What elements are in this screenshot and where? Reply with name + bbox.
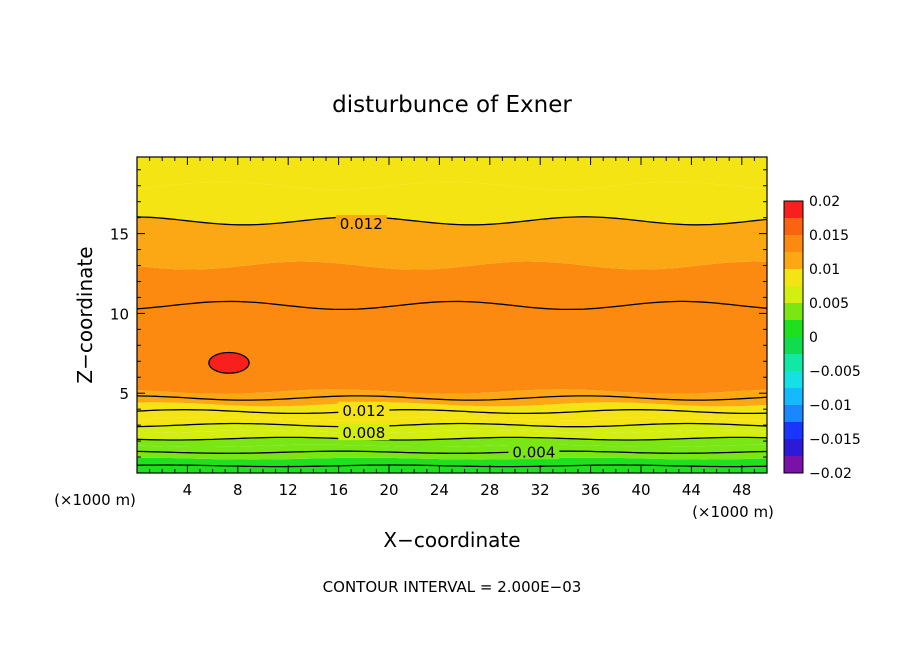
colorbar-swatch [784,252,803,269]
chart-title: disturbunce of Exner [332,92,572,118]
contour-band [137,261,767,310]
colorbar-swatch [784,439,803,456]
contour-line [136,300,768,311]
colorbar-swatch [784,354,803,371]
colorbar-swatch [784,422,803,439]
contour-label-bg [335,215,387,232]
y-tick-labels: 5 10 15 [110,226,129,404]
contour-label-bg [508,443,560,460]
filled-contour-bands [137,157,767,473]
contour-label: 0.004 [512,443,555,461]
colorbar-label: 0 [809,330,818,346]
contour-label-bg [338,401,390,418]
x-tick-label: 16 [329,481,348,499]
x-tick-label: 28 [480,481,499,499]
colorbar-label: 0.01 [809,262,840,278]
x-tick-label: 8 [233,481,243,499]
x-tick-label: 44 [682,481,701,499]
x-tick-label: 12 [279,481,298,499]
y-tick-label: 15 [110,226,129,244]
contour-band [137,437,767,447]
contour-label-bg [338,424,390,441]
colorbar-swatch [784,269,803,286]
contour-band [137,157,767,190]
x-unit-left: (×1000 m) [54,491,136,509]
x-axis-label: X−coordinate [383,528,520,552]
y-axis-label: Z−coordinate [73,246,97,383]
colorbar-swatch [784,388,803,405]
contour-band [137,451,767,460]
contour-band [137,402,767,414]
contour-band [137,389,767,401]
contour-line [136,395,768,401]
x-unit-right: (×1000 m) [692,503,774,521]
colorbar-swatch [784,320,803,337]
contour-line [136,216,768,226]
colorbar-label: −0.015 [809,432,861,448]
colorbar-label: −0.01 [809,398,852,414]
contour-line [136,422,768,428]
colorbar-label: −0.005 [809,364,861,380]
contour-lines [136,216,768,468]
contour-band [137,417,767,427]
contour-label: 0.012 [342,402,385,420]
contour-band [137,181,767,225]
contour-band [137,457,767,467]
contour-label: 0.008 [342,424,385,442]
x-tick-label: 4 [183,481,193,499]
contour-labels: 0.012 0.012 0.008 0.004 [335,215,560,461]
x-tick-label: 48 [732,481,751,499]
contour-band [137,301,767,394]
axis-ticks [137,157,767,473]
colorbar-swatch [784,371,803,388]
colorbar-labels: 0.02 0.015 0.01 0.005 0 −0.005 −0.01 −0.015 −0.0… [809,194,861,482]
colorbar-label: −0.02 [809,466,852,482]
colorbar-swatch [784,286,803,303]
colorbar-swatch [784,303,803,320]
contour-line [136,464,768,468]
y-tick-label: 10 [110,305,129,323]
contour-line [136,409,768,415]
colorbar-label: 0.005 [809,296,849,312]
colorbar-label: 0.015 [809,228,849,244]
plot-area: 0.012 0.012 0.008 0.004 [136,156,768,474]
colorbar-swatch [784,235,803,252]
colorbar-frame [783,200,804,474]
local-maximum-contour [208,351,250,374]
contour-band [137,216,767,270]
contour-band [137,423,767,433]
colorbar-swatch [784,337,803,354]
contour-band [137,430,767,440]
x-tick-labels: 4 8 12 16 20 24 28 32 36 40 44 48 [183,481,752,499]
colorbar-swatch [784,201,803,218]
colorbar [783,200,804,474]
colorbar-swatch [784,218,803,235]
y-tick-label: 5 [119,385,129,403]
x-tick-label: 36 [581,481,600,499]
x-tick-label: 32 [531,481,550,499]
contour-line [136,450,768,454]
colorbar-label: 0.02 [809,194,840,210]
contour-label: 0.012 [340,215,383,233]
x-tick-label: 40 [631,481,650,499]
contour-line [136,436,768,441]
colorbar-swatch [784,456,803,473]
contour-interval-note: CONTOUR INTERVAL = 2.000E−03 [323,578,582,596]
contour-band [137,444,767,454]
colorbar-swatch [784,405,803,422]
contour-band [137,409,767,421]
x-tick-label: 20 [379,481,398,499]
x-tick-label: 24 [430,481,449,499]
